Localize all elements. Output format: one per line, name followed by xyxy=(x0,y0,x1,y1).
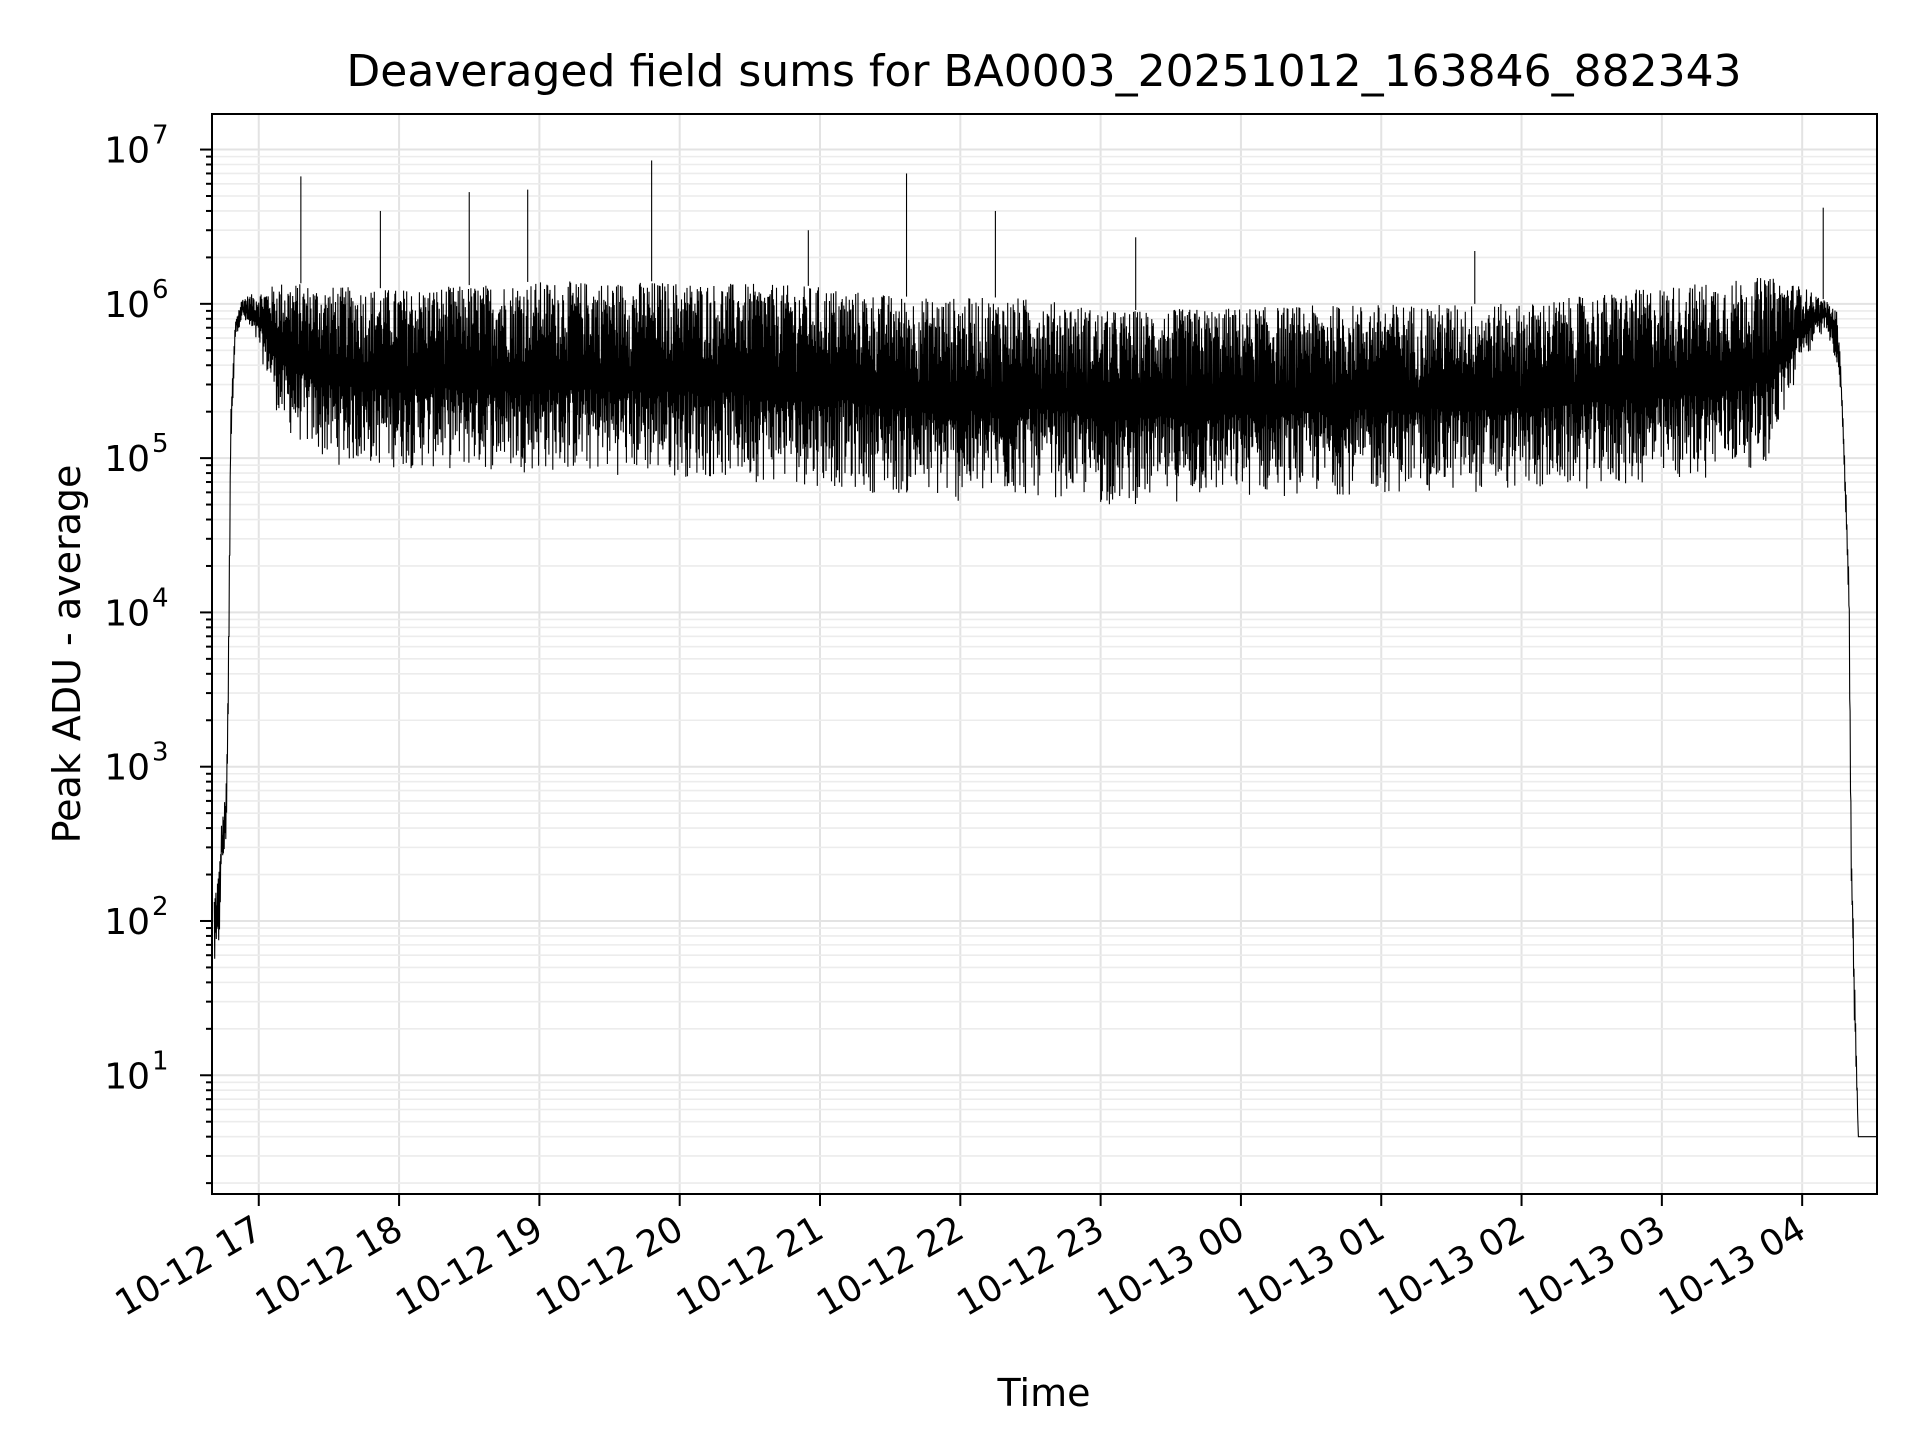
x-tick-label: 10-12 21 xyxy=(670,1208,831,1324)
chart-title: Deaveraged field sums for BA0003_2025101… xyxy=(346,46,1741,97)
x-axis-label: Time xyxy=(997,1371,1091,1415)
y-tick-label: 10 xyxy=(104,285,150,326)
x-tick-label: 10-12 22 xyxy=(810,1208,971,1324)
y-tick-label-exponent: 7 xyxy=(152,121,169,151)
y-tick-label: 10 xyxy=(104,1056,150,1097)
data-series xyxy=(213,160,1877,1138)
y-tick-label-exponent: 3 xyxy=(152,738,169,768)
x-tick-label: 10-13 02 xyxy=(1371,1208,1532,1324)
y-tick-label-exponent: 4 xyxy=(152,583,169,613)
y-tick-label-exponent: 2 xyxy=(152,892,169,922)
y-tick-label-exponent: 5 xyxy=(152,429,169,459)
y-tick-label: 10 xyxy=(104,131,150,172)
y-tick-label: 10 xyxy=(104,748,150,789)
grid xyxy=(212,114,1877,1194)
y-tick-label: 10 xyxy=(104,902,150,943)
y-tick-label: 10 xyxy=(104,593,150,634)
x-tick-label: 10-12 17 xyxy=(109,1208,270,1324)
x-tick-label: 10-12 23 xyxy=(950,1208,1111,1324)
plot-frame xyxy=(211,113,1878,1195)
y-tick-label-exponent: 1 xyxy=(152,1046,169,1076)
x-tick-label: 10-13 00 xyxy=(1091,1208,1252,1324)
y-axis-label: Peak ADU - average xyxy=(45,465,89,844)
x-tick-label: 10-12 20 xyxy=(530,1208,691,1324)
series-line xyxy=(213,277,1877,1138)
x-tick-label: 10-13 04 xyxy=(1652,1208,1813,1324)
y-tick-label-exponent: 6 xyxy=(152,275,169,305)
x-tick-label: 10-13 01 xyxy=(1231,1208,1392,1324)
x-tick-label: 10-13 03 xyxy=(1512,1208,1673,1324)
x-tick-label: 10-12 19 xyxy=(389,1208,550,1324)
y-tick-label: 10 xyxy=(104,439,150,480)
x-tick-label: 10-12 18 xyxy=(249,1208,410,1324)
